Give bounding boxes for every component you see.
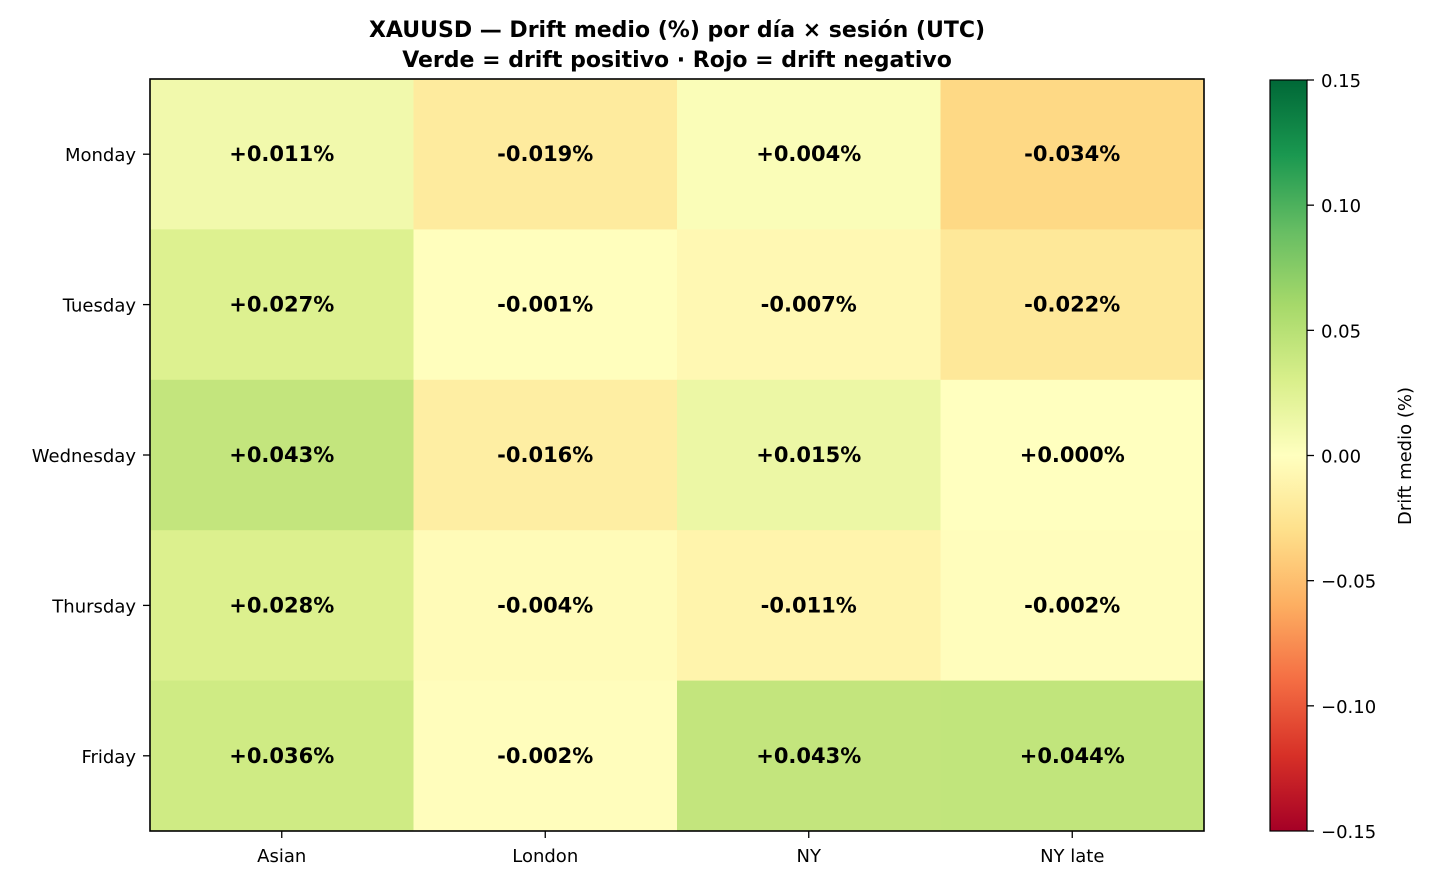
- cell-value-label: +0.011%: [229, 142, 334, 166]
- heatmap-cell: [940, 379, 1205, 531]
- cell-value-label: +0.028%: [229, 593, 334, 617]
- colorbar-tick-label: 0.15: [1321, 71, 1361, 92]
- heatmap-cell: [940, 79, 1205, 230]
- cell-value-label: +0.043%: [229, 443, 334, 467]
- cell-value-label: +0.000%: [1020, 443, 1125, 467]
- heatmap-cell: [413, 229, 678, 381]
- cell-value-label: -0.007%: [761, 293, 857, 317]
- y-tick-label: Wednesday: [32, 446, 137, 467]
- cell-value-label: -0.022%: [1024, 293, 1120, 317]
- y-tick-label: Thursday: [51, 596, 136, 617]
- cell-value-label: +0.027%: [229, 293, 334, 317]
- colorbar-label: Drift medio (%): [1395, 387, 1416, 525]
- cell-value-label: +0.043%: [756, 744, 861, 768]
- heatmap-cell: [150, 680, 414, 832]
- heatmap-cell: [677, 229, 941, 381]
- cell-value-label: -0.001%: [497, 293, 593, 317]
- heatmap-cell: [677, 680, 941, 832]
- x-axis: Asian London NY NY late: [257, 831, 1104, 867]
- heatmap-cell: [150, 79, 414, 230]
- cell-value-label: -0.011%: [761, 593, 857, 617]
- cell-value-label: +0.044%: [1020, 744, 1125, 768]
- cell-value-label: -0.034%: [1024, 142, 1120, 166]
- colorbar-tick-label: 0.05: [1321, 321, 1361, 342]
- heatmap-cell-labels: +0.011% -0.019% +0.004% -0.034% +0.027% -0.00…: [229, 142, 1125, 768]
- colorbar-tick-label: 0.00: [1321, 447, 1361, 468]
- heatmap-cell: [413, 379, 678, 531]
- x-tick-label: NY late: [1040, 846, 1104, 867]
- x-tick-label: NY: [797, 846, 822, 867]
- heatmap-cell: [150, 530, 414, 682]
- x-tick-label: London: [512, 846, 578, 867]
- heatmap-cell: [150, 229, 414, 381]
- cell-value-label: -0.002%: [497, 744, 593, 768]
- cell-value-label: +0.015%: [756, 443, 861, 467]
- cell-value-label: -0.004%: [497, 593, 593, 617]
- cell-value-label: +0.004%: [756, 142, 861, 166]
- heatmap-cell: [940, 530, 1205, 682]
- colorbar-tick-label: −0.15: [1321, 822, 1376, 843]
- y-axis: Monday Tuesday Wednesday Thursday Friday: [32, 145, 150, 768]
- chart-subtitle: Verde = drift positivo · Rojo = drift ne…: [402, 48, 952, 73]
- cell-value-label: -0.002%: [1024, 593, 1120, 617]
- colorbar-gradient: [1269, 79, 1308, 832]
- heatmap-cell: [413, 680, 678, 832]
- cell-value-label: -0.019%: [497, 142, 593, 166]
- colorbar-ticks: 0.15 0.10 0.05 0.00 −0.05 −0.10 −0.15: [1307, 71, 1376, 843]
- y-tick-label: Monday: [65, 145, 136, 166]
- y-tick-label: Tuesday: [62, 296, 137, 317]
- heatmap-cell: [677, 79, 941, 230]
- colorbar: 0.15 0.10 0.05 0.00 −0.05 −0.10 −0.15 Drift me…: [1269, 71, 1416, 843]
- heatmap-cell: [413, 79, 678, 230]
- cell-value-label: -0.016%: [497, 443, 593, 467]
- chart-title: XAUUSD — Drift medio (%) por día × sesió…: [369, 18, 985, 43]
- heatmap-cell: [940, 680, 1205, 832]
- heatmap-cell: [677, 379, 941, 531]
- heatmap-cell: [150, 379, 414, 531]
- heatmap-cell: [677, 530, 941, 682]
- heatmap-cell: [413, 530, 678, 682]
- colorbar-tick-label: 0.10: [1321, 196, 1361, 217]
- colorbar-tick-label: −0.05: [1321, 572, 1376, 593]
- heatmap-cells: [150, 79, 1205, 832]
- colorbar-tick-label: −0.10: [1321, 697, 1376, 718]
- heatmap-cell: [940, 229, 1205, 381]
- cell-value-label: +0.036%: [229, 744, 334, 768]
- x-tick-label: Asian: [257, 846, 306, 867]
- y-tick-label: Friday: [81, 747, 136, 768]
